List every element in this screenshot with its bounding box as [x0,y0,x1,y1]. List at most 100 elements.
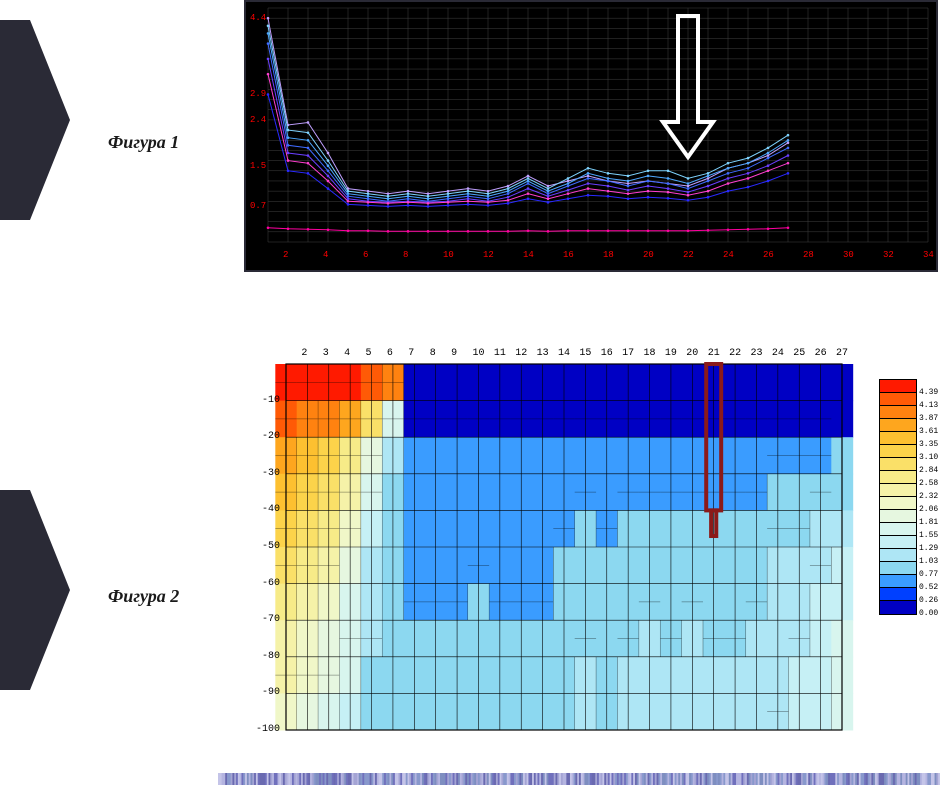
legend-swatch [880,562,916,575]
chart2-ytick: -20 [246,431,280,442]
chart2-xtick: 6 [387,348,393,359]
legend-swatch [880,393,916,406]
chart2-xtick: 25 [793,348,805,359]
legend-swatch [880,497,916,510]
caption-fig2: Фигура 2 [108,586,179,607]
chart1-xtick: 18 [603,250,614,260]
chart2-xtick: 18 [644,348,656,359]
chart2-xtick: 12 [515,348,527,359]
legend-swatch [880,523,916,536]
chart1-ytick: 0.7 [250,201,266,211]
chart2-ytick: -60 [246,578,280,589]
legend-label: 3.10 [919,453,938,462]
legend-label: 1.81 [919,518,938,527]
legend-label: 0.00 [919,609,938,618]
legend-swatch [880,445,916,458]
chart2-ytick: -50 [246,541,280,552]
caption-fig1: Фигура 1 [108,132,179,153]
chart2-xtick: 11 [494,348,506,359]
chart2-xtick: 27 [836,348,848,359]
chart1-ytick: 2.9 [250,89,266,99]
chart2-ytick: -80 [246,651,280,662]
legend-swatch [880,432,916,445]
legend-label: 0.26 [919,596,938,605]
chart2-ytick: -40 [246,504,280,515]
chart1-xtick: 12 [483,250,494,260]
chart2-xtick: 8 [430,348,436,359]
chart1-xtick: 26 [763,250,774,260]
chart2-xtick: 17 [622,348,634,359]
legend-label: 1.03 [919,557,938,566]
legend-label: 2.84 [919,466,938,475]
chart1-ytick: 4.4 [250,13,266,23]
chart2-xtick: 10 [472,348,484,359]
chart2-xtick: 15 [579,348,591,359]
left-arrow-top [0,20,70,220]
chart2-xtick: 3 [323,348,329,359]
chart1-xtick: 2 [283,250,288,260]
legend-swatch [880,549,916,562]
legend-swatch [880,380,916,393]
legend-label: 3.35 [919,440,938,449]
chart2-xtick: 24 [772,348,784,359]
legend-swatch [880,458,916,471]
legend-label: 1.55 [919,531,938,540]
chart1-xtick: 20 [643,250,654,260]
chart2-xtick: 20 [686,348,698,359]
legend-swatch [880,575,916,588]
chart2-xtick: 21 [708,348,720,359]
chart1-ytick: 1.5 [250,161,266,171]
chart1-xtick: 16 [563,250,574,260]
legend-swatch [880,484,916,497]
legend-label: 4.13 [919,401,938,410]
chart2-xtick: 14 [558,348,570,359]
chart2-xtick: 5 [366,348,372,359]
legend-label: 0.77 [919,570,938,579]
chart1-xtick: 6 [363,250,368,260]
chart2-xtick: 16 [601,348,613,359]
chart1-xtick: 28 [803,250,814,260]
legend-swatch [880,588,916,601]
chart2-xtick: 22 [729,348,741,359]
legend-label: 3.87 [919,414,938,423]
legend-label: 1.29 [919,544,938,553]
line-chart: 2468101214161820222426283032340.71.52.42… [244,0,938,272]
chart2-xtick: 9 [451,348,457,359]
noise-strip [218,772,940,784]
legend-swatch [880,419,916,432]
chart1-xtick: 24 [723,250,734,260]
chart2-xtick: 26 [815,348,827,359]
legend-swatch [880,601,916,614]
legend-swatch [880,536,916,549]
chart2-xtick: 23 [750,348,762,359]
chart1-xtick: 32 [883,250,894,260]
chart2-xtick: 13 [537,348,549,359]
chart1-xtick: 22 [683,250,694,260]
left-arrow-bottom [0,490,70,690]
legend-label: 0.52 [919,583,938,592]
legend-swatch [880,406,916,419]
chart2-xtick: 2 [301,348,307,359]
legend-label: 3.61 [919,427,938,436]
legend-label: 4.39 [919,388,938,397]
chart1-xtick: 34 [923,250,934,260]
legend-swatch [880,471,916,484]
legend-label: 2.32 [919,492,938,501]
chart2-ytick: -30 [246,468,280,479]
chart2-xtick: 4 [344,348,350,359]
chart1-xtick: 30 [843,250,854,260]
legend-label: 2.06 [919,505,938,514]
chart2-ytick: -10 [246,395,280,406]
chart1-xtick: 4 [323,250,328,260]
chart1-ytick: 2.4 [250,115,266,125]
contour-heatmap: 2345678910111213141516171819202122232425… [244,340,938,750]
chart1-xtick: 8 [403,250,408,260]
chart1-xtick: 10 [443,250,454,260]
chart2-xtick: 19 [665,348,677,359]
legend-swatch [880,510,916,523]
chart2-ytick: -90 [246,687,280,698]
chart2-ytick: -100 [246,724,280,735]
chart1-xtick: 14 [523,250,534,260]
chart2-ytick: -70 [246,614,280,625]
legend-label: 2.58 [919,479,938,488]
